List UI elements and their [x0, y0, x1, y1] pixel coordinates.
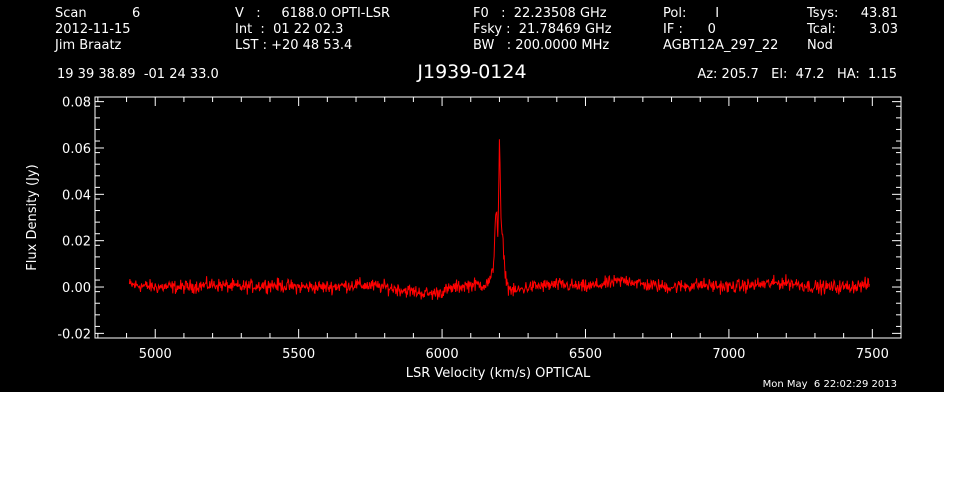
plot-datestamp: Mon May 6 22:02:29 2013 — [762, 379, 897, 390]
y-tick-label: 0.02 — [62, 235, 91, 250]
header-sky-frequency: Fsky : 21.78469 GHz — [473, 22, 612, 37]
x-tick-label: 7000 — [712, 347, 745, 362]
x-tick-label: 5500 — [282, 347, 315, 362]
y-tick-label: 0.04 — [62, 188, 91, 203]
y-tick-label: 0.06 — [62, 142, 91, 157]
source-name: J1939-0124 — [417, 61, 527, 83]
spectrum-plot: 5000 5500 6000 6500 7000 7500 -0.02 0.00 0.02 0.0… — [25, 96, 902, 381]
header-tsys-label: Tsys: — [807, 6, 839, 21]
header-procedure: Nod — [807, 38, 833, 53]
x-tick-label: 6500 — [569, 347, 602, 362]
plot-frame — [94, 96, 902, 339]
header-velocity: V : 6188.0 OPTI-LSR — [235, 6, 391, 21]
header-bandwidth: BW : 200.0000 MHz — [473, 38, 610, 53]
header-tsys-value: 43.81 — [860, 6, 898, 21]
y-tick-label: 0.08 — [62, 96, 91, 111]
x-axis-label: LSR Velocity (km/s) OPTICAL — [406, 366, 591, 381]
header-project: AGBT12A_297_22 — [663, 38, 779, 53]
x-tick-label: 6000 — [426, 347, 459, 362]
header-az-el-ha: Az: 205.7 El: 47.2 HA: 1.15 — [697, 67, 897, 82]
header-scan: Scan 6 — [55, 6, 141, 21]
x-tick-label: 5000 — [139, 347, 172, 362]
plot-panel: Scan 6 2012-11-15 Jim Braatz V : 6188.0 … — [0, 0, 944, 392]
y-tick-label: 0.00 — [62, 281, 91, 296]
header-observer: Jim Braatz — [55, 38, 122, 53]
header-rest-frequency: F0 : 22.23508 GHz — [473, 6, 607, 21]
header-integration: Int : 01 22 02.3 — [235, 22, 344, 37]
x-tick-label: 7500 — [856, 347, 889, 362]
header-polarization: Pol: I — [663, 6, 720, 21]
spectrum-trace — [128, 139, 870, 300]
header-if: IF : 0 — [663, 22, 716, 37]
header-tcal-value: 3.03 — [869, 22, 898, 37]
y-axis-label: Flux Density (Jy) — [25, 164, 40, 270]
header-tcal-label: Tcal: — [807, 22, 836, 37]
header-date: 2012-11-15 — [55, 22, 131, 37]
y-tick-label: -0.02 — [57, 327, 91, 342]
header-coordinates: 19 39 38.89 -01 24 33.0 — [57, 67, 219, 82]
header-lst: LST : +20 48 53.4 — [235, 38, 353, 53]
